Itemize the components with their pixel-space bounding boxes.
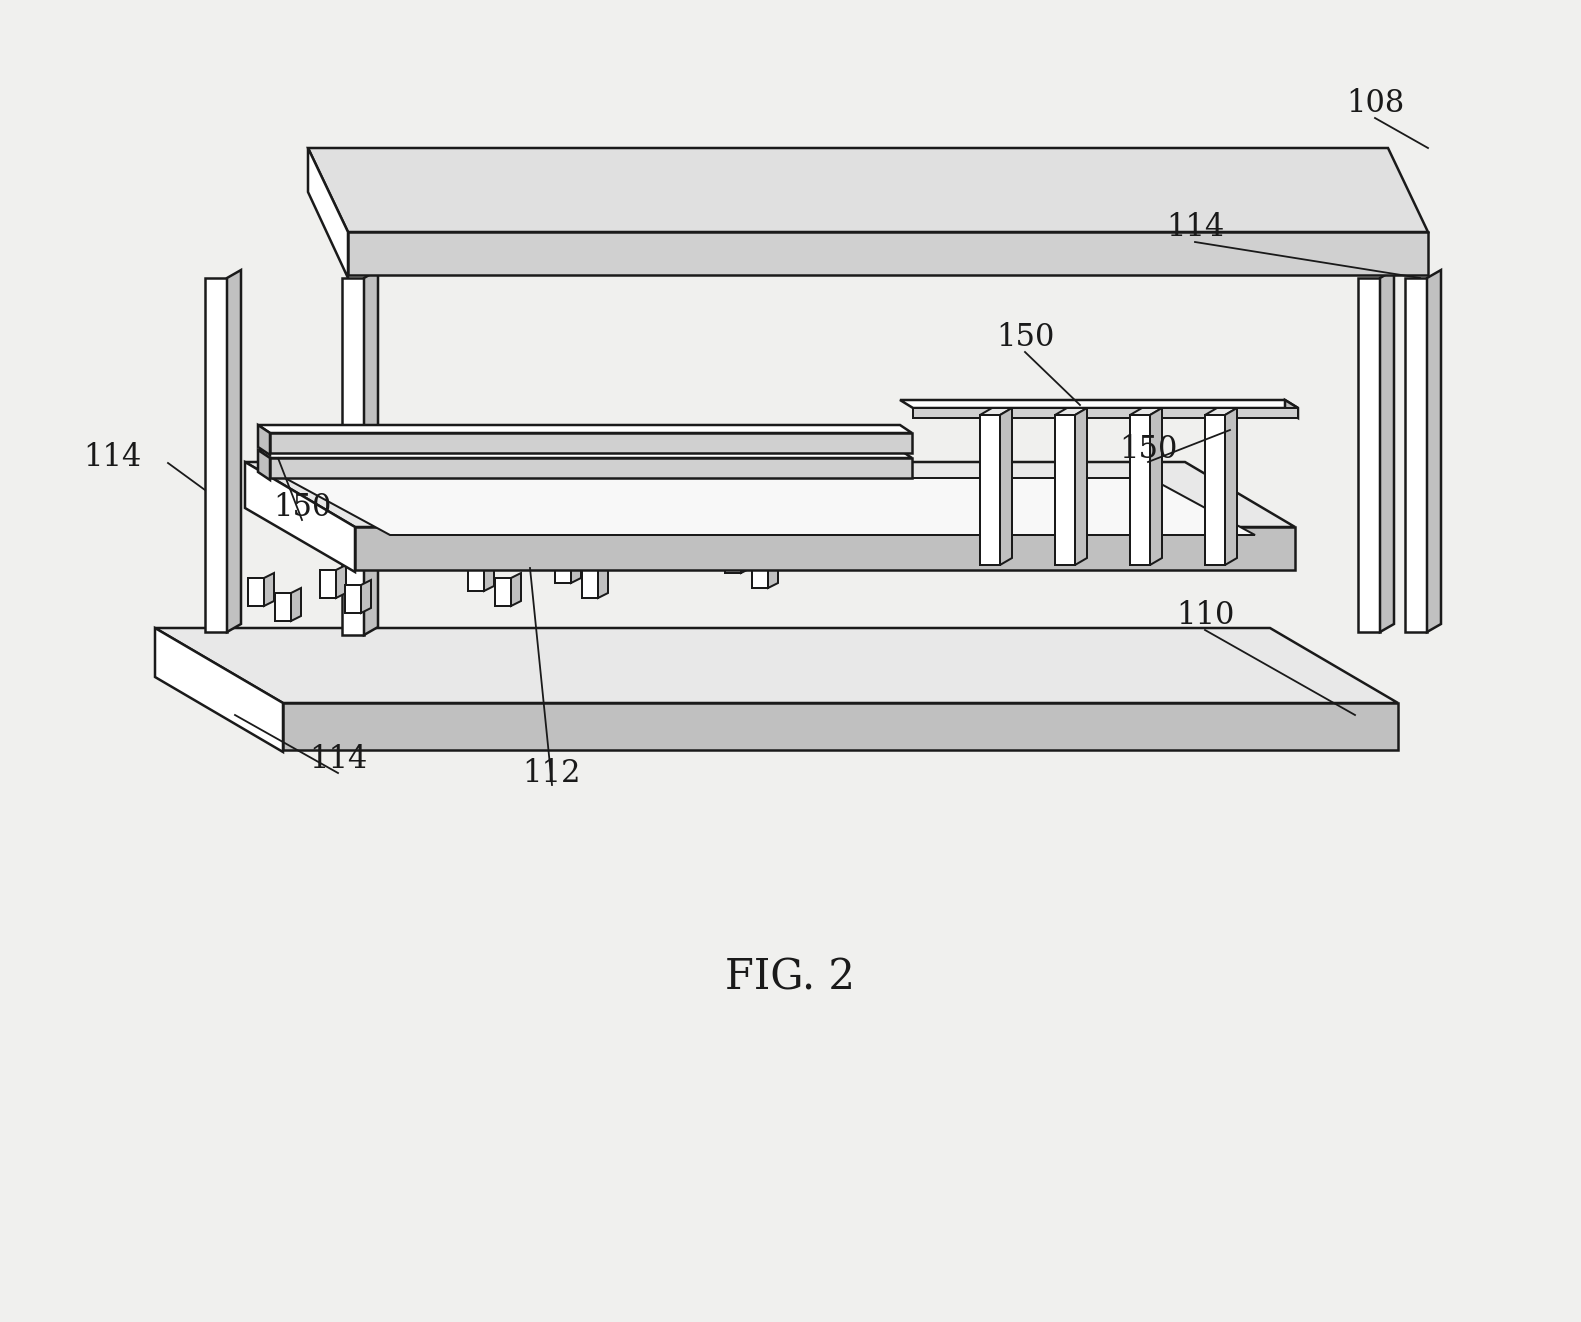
Polygon shape [1285,401,1298,418]
Polygon shape [356,527,1295,570]
Polygon shape [206,278,228,632]
Polygon shape [582,570,598,598]
Polygon shape [912,408,1298,418]
Polygon shape [348,231,1428,275]
Polygon shape [308,148,348,278]
Polygon shape [1130,408,1162,415]
Text: 150: 150 [274,493,330,524]
Polygon shape [264,572,274,605]
Polygon shape [741,539,751,572]
Polygon shape [1130,415,1149,564]
Polygon shape [726,545,741,572]
Polygon shape [155,628,1398,703]
Polygon shape [1205,408,1236,415]
Polygon shape [1055,408,1088,415]
Polygon shape [555,555,571,583]
Polygon shape [1428,270,1440,632]
Polygon shape [228,270,240,632]
Polygon shape [1380,270,1394,632]
Polygon shape [258,424,912,434]
Polygon shape [245,461,356,572]
Polygon shape [245,461,1295,527]
Polygon shape [155,628,283,752]
Polygon shape [1055,415,1075,564]
Polygon shape [270,457,912,479]
Polygon shape [768,555,778,588]
Polygon shape [511,572,522,605]
Text: 150: 150 [996,321,1055,353]
Polygon shape [364,270,378,635]
Polygon shape [598,564,609,598]
Polygon shape [275,594,291,621]
Polygon shape [1406,278,1428,632]
Polygon shape [468,563,484,591]
Polygon shape [308,148,1428,231]
Text: 112: 112 [523,758,582,788]
Text: 114: 114 [82,443,141,473]
Text: 114: 114 [1165,213,1224,243]
Polygon shape [291,588,300,621]
Text: 150: 150 [1119,435,1178,465]
Polygon shape [571,550,580,583]
Polygon shape [484,558,493,591]
Polygon shape [285,479,1255,535]
Polygon shape [495,578,511,605]
Polygon shape [980,415,1001,564]
Polygon shape [258,449,912,457]
Text: 108: 108 [1345,87,1404,119]
Polygon shape [753,561,768,588]
Polygon shape [1205,415,1225,564]
Polygon shape [319,570,337,598]
Polygon shape [1358,278,1380,632]
Polygon shape [900,401,1298,408]
Polygon shape [248,578,264,605]
Polygon shape [270,434,912,453]
Text: 110: 110 [1176,600,1235,632]
Polygon shape [980,408,1012,415]
Polygon shape [1075,408,1088,564]
Polygon shape [1149,408,1162,564]
Text: 114: 114 [308,744,367,776]
Polygon shape [258,449,270,480]
Polygon shape [360,580,372,613]
Text: FIG. 2: FIG. 2 [726,957,855,999]
Polygon shape [258,424,270,455]
Polygon shape [1001,408,1012,564]
Polygon shape [1225,408,1236,564]
Polygon shape [283,703,1398,750]
Polygon shape [337,564,346,598]
Polygon shape [345,586,360,613]
Polygon shape [341,278,364,635]
